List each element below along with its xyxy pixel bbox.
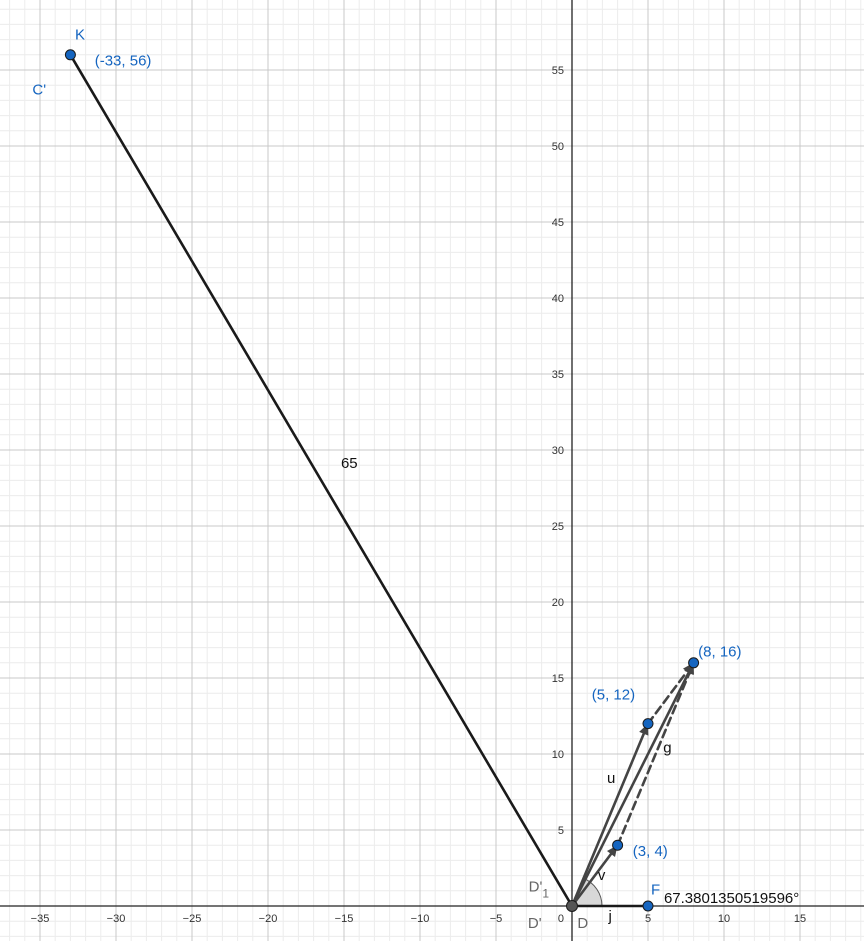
x-tick-label: −35 — [31, 913, 50, 925]
vector-v-shaft — [570, 852, 613, 908]
y-tick-label: 30 — [552, 445, 564, 457]
vectors — [570, 662, 694, 908]
point-coords-P34: (3, 4) — [633, 843, 668, 860]
vector-d1-shaft — [616, 671, 691, 847]
vector-label-u: u — [607, 770, 615, 787]
y-tick-label: 5 — [558, 825, 564, 837]
segments — [69, 53, 650, 908]
x-tick-label: −20 — [259, 913, 278, 925]
point-P34 — [612, 839, 624, 851]
point-name-F: F — [651, 882, 660, 899]
point-name-K: K — [75, 27, 85, 44]
y-tick-label: 50 — [552, 141, 564, 153]
x-tick-label: −30 — [107, 913, 126, 925]
point-coords-P816: (8, 16) — [698, 644, 741, 661]
segment-length-label: 65 — [341, 455, 358, 472]
vector-u-shaft — [570, 732, 646, 908]
x-tick-label: −10 — [411, 913, 430, 925]
angle-value-label: 67.3801350519596° — [664, 890, 799, 907]
x-tick-label: −5 — [490, 913, 503, 925]
y-tick-label: 15 — [552, 673, 564, 685]
vector-g-shaft — [570, 671, 690, 908]
y-tick-label: 20 — [552, 597, 564, 609]
y-tick-label: 55 — [552, 65, 564, 77]
x-tick-label: 10 — [718, 913, 730, 925]
point-P512 — [642, 718, 654, 730]
point-coords-P512: (5, 12) — [592, 686, 635, 703]
vector-label-g: g — [663, 739, 671, 756]
x-tick-label: 5 — [645, 913, 651, 925]
point-name-D: D — [577, 915, 588, 932]
y-tick-label: 35 — [552, 369, 564, 381]
point-alias-label: D' — [528, 915, 542, 932]
origin-tick-label: 0 — [558, 913, 564, 925]
y-tick-label: 10 — [552, 749, 564, 761]
y-tick-label: 25 — [552, 521, 564, 533]
vector-d2-shaft — [646, 670, 689, 725]
point-D — [566, 900, 578, 912]
x-tick-label: −25 — [183, 913, 202, 925]
point-alias-label: D'1 — [529, 879, 550, 901]
point-K — [64, 49, 76, 61]
point-F — [642, 900, 654, 912]
y-tick-label: 40 — [552, 293, 564, 305]
segment-DK — [69, 53, 574, 908]
point-P816 — [688, 657, 700, 669]
x-tick-label: 15 — [794, 913, 806, 925]
y-tick-label: 45 — [552, 217, 564, 229]
labels: 65 j u v g K (-33, 56) C' (5, 12) (8, 16) (3, 4) F D… — [32, 27, 741, 932]
angle-marker: 67.3801350519596° — [571, 877, 799, 907]
tick-labels: −35 −30 −25 −20 −15 −10 −5 5 10 15510152025303540… — [31, 65, 806, 925]
segment-label-j: j — [607, 908, 611, 925]
subscript-index: 1 — [542, 887, 549, 901]
x-tick-label: −15 — [335, 913, 354, 925]
point-alias-label: C' — [32, 81, 46, 98]
point-coords-K: (-33, 56) — [95, 52, 152, 69]
vector-label-v: v — [598, 867, 606, 884]
points — [64, 49, 700, 912]
